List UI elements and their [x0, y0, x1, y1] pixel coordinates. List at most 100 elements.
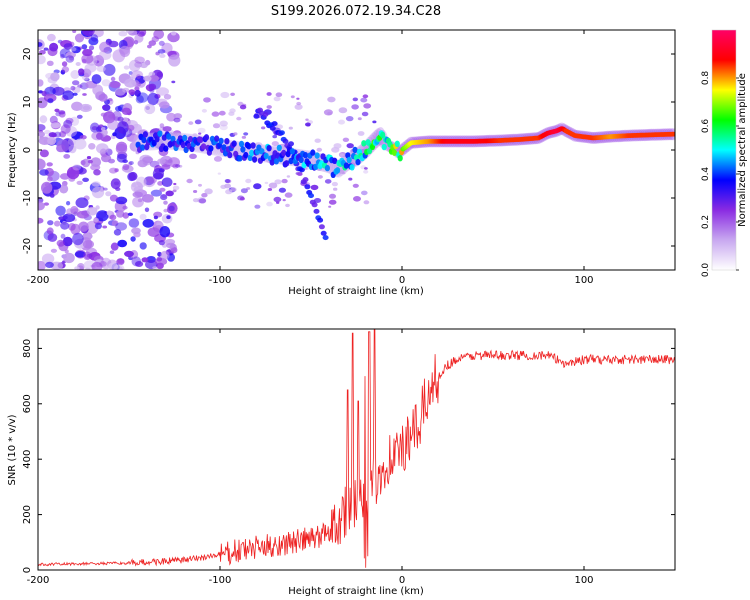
noise-blob [166, 112, 177, 122]
noise-blob [86, 156, 92, 160]
spectrogram-y-tick-label: -10 [22, 190, 33, 206]
noise-blob [63, 252, 75, 264]
noise-blob [72, 30, 77, 33]
noise-blob [153, 215, 158, 220]
noise-blob [74, 138, 87, 150]
noise-blob [58, 216, 65, 221]
noise-blob [72, 164, 81, 171]
branch-blob [262, 112, 269, 117]
noise-blob [109, 214, 117, 221]
ridge-blob [394, 140, 400, 147]
noise-blob [163, 200, 168, 205]
noise-blob [109, 81, 121, 89]
noise-blob [54, 220, 61, 227]
noise-blob [253, 183, 262, 190]
noise-blob [99, 41, 111, 53]
ridge-blob [224, 138, 230, 145]
noise-blob [70, 70, 80, 79]
ridge-blob [269, 159, 275, 166]
noise-blob [128, 171, 138, 181]
noise-blob [273, 196, 282, 203]
ridge-blob [343, 162, 349, 169]
noise-blob [327, 96, 336, 103]
noise-blob [157, 158, 166, 164]
noise-blob [45, 261, 54, 268]
noise-blob [62, 90, 74, 100]
colorbar-tick-label: 0.8 [701, 71, 711, 86]
noise-blob [112, 132, 117, 137]
noise-blob [144, 103, 156, 115]
noise-blob [163, 94, 172, 100]
noise-blob [134, 56, 145, 64]
ridge-blob [166, 133, 172, 140]
ridge-blob [349, 164, 355, 171]
noise-blob [160, 194, 168, 201]
noise-blob [329, 193, 336, 199]
noise-blob [362, 94, 369, 99]
noise-blob [147, 92, 159, 106]
noise-blob [82, 240, 94, 249]
noise-blob [275, 92, 283, 97]
noise-blob [328, 199, 337, 205]
snr-x-tick-label: 0 [399, 575, 405, 586]
noise-blob [108, 262, 119, 270]
noise-blob [150, 189, 162, 197]
noise-blob [357, 131, 365, 136]
noise-blob [46, 227, 54, 235]
ridge-blob [221, 144, 227, 151]
noise-blob [266, 105, 272, 109]
noise-blob [82, 49, 93, 57]
noise-blob [171, 80, 176, 84]
noise-blob [360, 97, 368, 103]
ridge-blob [361, 140, 367, 147]
snr-y-tick-label: 800 [22, 339, 33, 358]
noise-blob [134, 86, 140, 91]
noise-blob [132, 191, 143, 198]
snr-x-tick-label: -200 [27, 575, 50, 586]
noise-blob [203, 97, 211, 103]
noise-blob [106, 210, 112, 216]
snr-y-tick-label: 0 [22, 567, 33, 573]
noise-blob [142, 194, 154, 203]
noise-blob [82, 232, 93, 240]
noise-blob [357, 117, 362, 121]
ridge-blob [157, 130, 163, 137]
snr-y-tick-label: 600 [22, 394, 33, 413]
ridge-blob [266, 145, 272, 152]
ridge-blob [313, 163, 319, 170]
ridge-blob [142, 131, 148, 138]
noise-blob [46, 60, 54, 66]
noise-blob [194, 119, 202, 125]
noise-blob [139, 242, 147, 250]
noise-blob [65, 55, 75, 63]
noise-blob [56, 239, 65, 247]
noise-blob [162, 126, 172, 132]
noise-blob [39, 50, 46, 55]
noise-blob [314, 138, 321, 143]
colorbar-tick-label: 0.6 [701, 119, 711, 134]
noise-blob [352, 183, 359, 188]
noise-blob [63, 43, 73, 50]
noise-blob [60, 233, 66, 239]
noise-blob [188, 121, 194, 125]
noise-blob [100, 126, 106, 132]
noise-blob [175, 164, 181, 168]
snr-y-tick-label: 200 [22, 505, 33, 524]
noise-blob [65, 51, 76, 59]
noise-blob [63, 154, 71, 159]
noise-blob [117, 239, 128, 248]
noise-blob [93, 169, 101, 176]
noise-blob [108, 40, 119, 48]
noise-blob [124, 78, 137, 88]
noise-blob [158, 240, 165, 246]
noise-blob [224, 183, 232, 189]
noise-blob [59, 173, 70, 180]
noise-blob [230, 92, 236, 97]
noise-blob [61, 66, 70, 73]
ridge-blob [380, 131, 386, 139]
ridge-blob [252, 156, 258, 163]
noise-blob [91, 186, 105, 199]
noise-blob [48, 132, 57, 138]
snr-y-axis-label: SNR (10 * v/v) [7, 414, 18, 485]
noise-blob [363, 169, 369, 174]
